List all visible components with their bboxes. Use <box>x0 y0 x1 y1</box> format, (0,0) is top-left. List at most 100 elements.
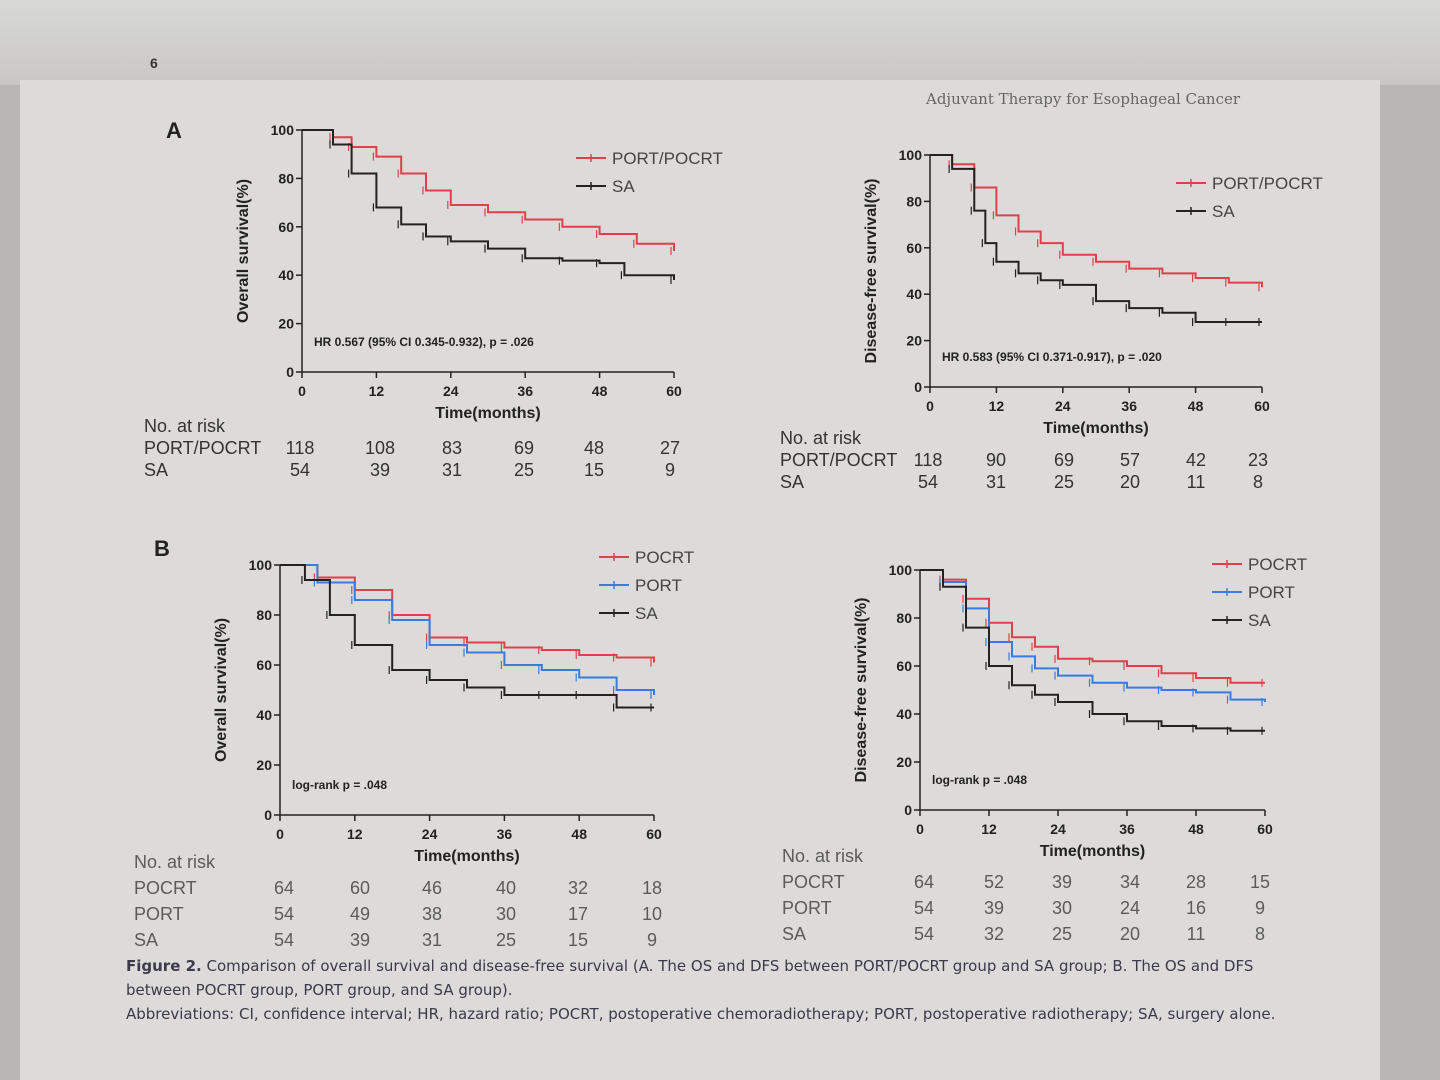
risk-row-label: POCRT <box>782 872 845 892</box>
risk-row-label: SA <box>134 930 159 950</box>
risk-row-label: PORT <box>134 904 184 924</box>
legend-label: SA <box>1248 611 1271 630</box>
risk-table-b-os: No. at risk POCRT 64 60 46 40 32 18 PORT… <box>134 852 694 952</box>
x-tick-label: 36 <box>517 383 533 399</box>
risk-cell: 48 <box>583 438 605 458</box>
stat-annotation: HR 0.567 (95% CI 0.345-0.932), p = .026 <box>314 335 534 349</box>
risk-row-label: SA <box>144 460 169 480</box>
x-tick-label: 48 <box>571 826 587 842</box>
y-tick-label: 20 <box>906 333 922 349</box>
risk-cell: 30 <box>495 904 517 924</box>
risk-cell: 18 <box>641 878 663 898</box>
risk-cell: 39 <box>983 898 1005 918</box>
y-tick-label: 80 <box>256 607 272 623</box>
y-axis-title: Overall survival(%) <box>235 179 252 323</box>
legend-label: SA <box>1212 202 1235 221</box>
y-axis-title: Disease-free survival(%) <box>863 179 880 364</box>
risk-cell: 28 <box>1185 872 1207 892</box>
y-axis-title: Disease-free survival(%) <box>853 598 870 783</box>
y-tick-label: 20 <box>256 757 272 773</box>
stat-annotation: HR 0.583 (95% CI 0.371-0.917), p = .020 <box>942 350 1162 364</box>
risk-cell: 20 <box>1119 472 1141 492</box>
x-tick-label: 12 <box>369 383 385 399</box>
chart-a-overall-survival: 0 20 40 60 80 100 0 12 24 36 48 60 Time(months) Overa… <box>235 122 723 422</box>
risk-cell: 83 <box>441 438 463 458</box>
panel-letter-b: B <box>154 536 170 561</box>
x-tick-label: 12 <box>347 826 363 842</box>
risk-row: POCRT 64 52 39 34 28 15 <box>782 872 1270 894</box>
risk-cell: 11 <box>1186 472 1206 492</box>
risk-cell: 40 <box>495 878 517 898</box>
risk-row: SA 54 39 31 25 15 9 <box>144 460 675 482</box>
x-tick-label: 36 <box>1119 821 1135 837</box>
risk-cell: 54 <box>289 460 311 480</box>
risk-cell: 31 <box>421 930 443 950</box>
survival-curve-port <box>920 569 1266 702</box>
risk-cell: 64 <box>913 872 935 892</box>
risk-cell: 25 <box>1051 924 1073 944</box>
risk-cell: 27 <box>659 438 681 458</box>
risk-header: No. at risk <box>144 416 226 436</box>
y-tick-label: 80 <box>278 170 294 186</box>
y-tick-label: 40 <box>256 707 272 723</box>
risk-cell: 9 <box>664 460 675 480</box>
risk-cell: 32 <box>567 878 589 898</box>
x-tick-label: 0 <box>298 383 306 399</box>
chart-b-overall-survival: 0 20 40 60 80 100 0 12 24 36 48 60 Time(months) Overa… <box>213 548 694 865</box>
x-tick-label: 0 <box>926 398 934 414</box>
y-tick-label: 80 <box>896 610 912 626</box>
risk-cell: 30 <box>1051 898 1073 918</box>
x-axis-title: Time(months) <box>1043 420 1148 437</box>
risk-cell: 49 <box>349 904 371 924</box>
risk-row: SA 54 32 25 20 11 8 <box>782 924 1265 946</box>
risk-row-label: PORT/POCRT <box>144 438 262 458</box>
caption-text: Comparison of overall survival and disea… <box>126 957 1254 999</box>
chart-b-disease-free-survival: 0 20 40 60 80 100 0 12 24 36 48 60 Time(months) Disea… <box>853 555 1307 860</box>
risk-cell: 11 <box>1186 924 1206 944</box>
risk-cell: 8 <box>1254 924 1265 944</box>
y-tick-label: 40 <box>906 286 922 302</box>
risk-cell: 108 <box>364 438 396 458</box>
risk-row-label: PORT/POCRT <box>780 450 898 470</box>
risk-row-label: PORT <box>782 898 832 918</box>
risk-cell: 60 <box>349 878 371 898</box>
x-tick-label: 48 <box>1188 821 1204 837</box>
risk-row-label: SA <box>780 472 805 492</box>
risk-cell: 54 <box>913 924 935 944</box>
y-tick-label: 40 <box>278 267 294 283</box>
y-tick-label: 100 <box>271 122 295 138</box>
y-tick-label: 0 <box>264 807 272 823</box>
risk-cell: 31 <box>985 472 1007 492</box>
risk-cell: 54 <box>913 898 935 918</box>
risk-cell: 17 <box>567 904 589 924</box>
survival-curve-sa <box>930 154 1262 324</box>
y-tick-label: 0 <box>286 364 294 380</box>
risk-cell: 10 <box>641 904 663 924</box>
x-tick-label: 60 <box>666 383 682 399</box>
x-tick-label: 12 <box>989 398 1005 414</box>
x-tick-label: 24 <box>422 826 438 842</box>
risk-row: PORT/POCRT 118 108 83 69 48 27 <box>144 438 680 460</box>
risk-cell: 25 <box>495 930 517 950</box>
risk-cell: 90 <box>985 450 1007 470</box>
survival-curve-sa <box>302 129 675 281</box>
risk-header: No. at risk <box>782 846 864 866</box>
risk-cell: 46 <box>421 878 443 898</box>
x-tick-label: 60 <box>1254 398 1270 414</box>
risk-cell: 34 <box>1119 872 1141 892</box>
y-tick-label: 20 <box>278 316 294 332</box>
risk-table-b-dfs: No. at risk POCRT 64 52 39 34 28 15 PORT… <box>782 846 1282 946</box>
x-tick-label: 48 <box>1188 398 1204 414</box>
x-tick-label: 12 <box>981 821 997 837</box>
x-axis-title: Time(months) <box>435 405 540 422</box>
y-axis-title: Overall survival(%) <box>213 618 230 762</box>
risk-cell: 16 <box>1185 898 1207 918</box>
caption-abbreviations: Abbreviations: CI, confidence interval; … <box>126 1005 1276 1023</box>
legend-label: POCRT <box>635 548 694 567</box>
risk-cell: 23 <box>1247 450 1269 470</box>
caption-label: Figure 2. <box>126 957 202 975</box>
risk-cell: 32 <box>983 924 1005 944</box>
risk-cell: 39 <box>369 460 391 480</box>
risk-row: SA 54 31 25 20 11 8 <box>780 472 1263 494</box>
y-tick-label: 100 <box>899 147 923 163</box>
